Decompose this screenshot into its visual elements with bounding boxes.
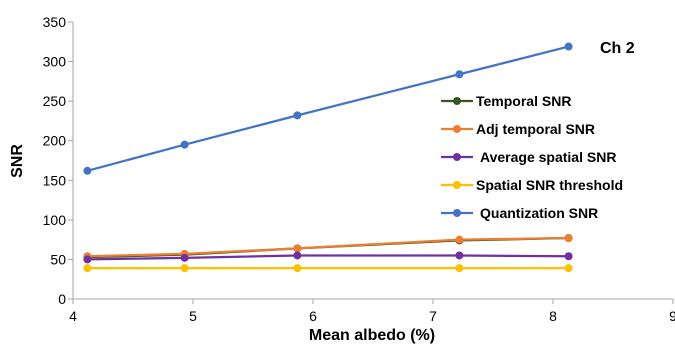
data-point xyxy=(293,111,302,120)
y-tick-label: 200 xyxy=(43,133,67,149)
data-point xyxy=(180,140,189,149)
legend-label: Spatial SNR threshold xyxy=(476,177,623,193)
data-point xyxy=(293,264,302,273)
data-point xyxy=(564,264,573,273)
legend-item: Spatial SNR threshold xyxy=(441,177,623,193)
x-tick-labels: 4 5 6 7 8 9 xyxy=(69,299,675,324)
data-point xyxy=(564,234,573,243)
legend-label: Average spatial SNR xyxy=(480,149,616,165)
series-3 xyxy=(83,264,573,273)
legend-swatch-marker xyxy=(453,97,461,105)
y-tick-label: 0 xyxy=(58,291,66,307)
legend-item: Adj temporal SNR xyxy=(441,121,595,137)
data-point xyxy=(83,166,92,175)
data-point xyxy=(564,252,573,261)
data-point xyxy=(455,251,464,260)
plot-series-group xyxy=(83,42,573,273)
x-tick-label: 8 xyxy=(549,308,557,324)
data-point xyxy=(564,42,573,51)
data-point xyxy=(180,253,189,262)
legend-swatch-marker xyxy=(453,181,461,189)
legend-item: Quantization SNR xyxy=(441,205,598,221)
x-tick-label: 7 xyxy=(429,308,437,324)
y-tick-label: 250 xyxy=(43,93,67,109)
data-point xyxy=(293,251,302,260)
channel-annotation: Ch 2 xyxy=(600,40,635,57)
legend-label: Quantization SNR xyxy=(480,205,598,221)
series-2 xyxy=(83,251,573,264)
y-axis-title: SNR xyxy=(9,144,26,178)
legend-label: Adj temporal SNR xyxy=(476,121,595,137)
data-point xyxy=(180,264,189,273)
x-tick-label: 5 xyxy=(189,308,197,324)
y-tick-label: 100 xyxy=(43,212,67,228)
x-tick-label: 4 xyxy=(69,308,77,324)
x-tick-label: 9 xyxy=(669,308,675,324)
y-tick-label: 300 xyxy=(43,54,67,70)
data-point xyxy=(293,244,302,253)
legend-swatch-marker xyxy=(453,125,461,133)
legend: Temporal SNR Adj temporal SNR Average spat… xyxy=(441,93,623,221)
data-point xyxy=(455,70,464,79)
axes-group xyxy=(72,22,673,300)
x-tick-label: 6 xyxy=(309,308,317,324)
legend-swatch-marker xyxy=(453,209,461,217)
y-tick-labels: 0 50 100 150 200 250 300 350 xyxy=(43,14,73,307)
legend-swatch-marker xyxy=(453,153,461,161)
series-line xyxy=(87,236,569,258)
data-point xyxy=(83,264,92,273)
x-axis-title: Mean albedo (%) xyxy=(309,327,435,344)
legend-label: Temporal SNR xyxy=(476,93,571,109)
y-tick-label: 150 xyxy=(43,172,67,188)
data-point xyxy=(83,255,92,264)
y-tick-label: 350 xyxy=(43,14,67,30)
series-4 xyxy=(83,42,573,175)
legend-item: Temporal SNR xyxy=(441,93,571,109)
legend-item: Average spatial SNR xyxy=(441,149,616,165)
data-point xyxy=(455,264,464,273)
y-tick-label: 50 xyxy=(50,251,66,267)
data-point xyxy=(455,235,464,244)
